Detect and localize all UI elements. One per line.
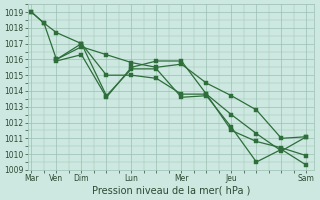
X-axis label: Pression niveau de la mer( hPa ): Pression niveau de la mer( hPa ) [92,186,250,196]
